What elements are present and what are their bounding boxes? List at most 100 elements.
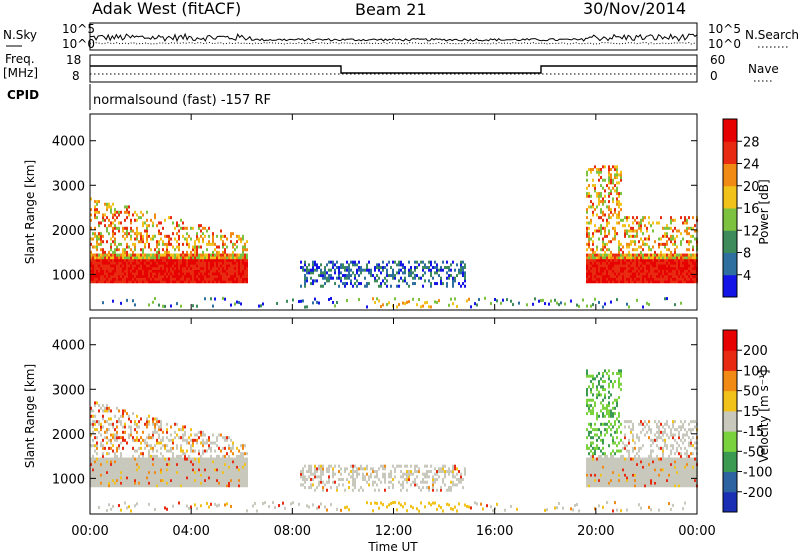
echo-cell [628, 245, 630, 249]
echo-cell [102, 264, 104, 268]
echo-cell [94, 269, 96, 273]
echo-cell [694, 229, 696, 233]
echo-cell [656, 280, 658, 284]
echo-cell [688, 261, 690, 265]
echo-cell [106, 266, 108, 270]
echo-cell [604, 473, 606, 477]
echo-cell [110, 237, 112, 241]
echo-cell [628, 258, 630, 262]
echo-cell [638, 277, 640, 281]
echo-cell [670, 216, 672, 220]
echo-cell [626, 277, 628, 281]
echo-cell [152, 420, 154, 424]
echo-cell [198, 256, 200, 260]
echo-cell [186, 460, 188, 464]
echo-cell [236, 258, 238, 262]
echo-cell [108, 481, 110, 485]
echo-cell [676, 253, 678, 257]
echo-cell [604, 232, 606, 236]
echo-cell [622, 462, 624, 466]
echo-cell [650, 253, 652, 257]
echo-cell [246, 476, 248, 480]
echo-cell [162, 242, 164, 246]
echo-cell [184, 460, 186, 464]
echo-cell [106, 460, 108, 464]
echo-cell [234, 256, 236, 260]
echo-cell [636, 269, 638, 273]
echo-cell [614, 484, 616, 488]
echo-cell [174, 457, 176, 461]
echo-cell [642, 274, 644, 278]
echo-cell [158, 242, 160, 246]
echo-cell [160, 468, 162, 472]
echo-cell [166, 264, 168, 268]
echo-cell [624, 468, 626, 472]
echo-cell [606, 478, 608, 482]
echo-cell [110, 481, 112, 485]
echo-cell [608, 385, 610, 389]
echo-cell [104, 465, 106, 469]
echo-cell [590, 374, 592, 378]
echo-cell [102, 250, 104, 254]
echo-cell [156, 441, 158, 445]
echo-cell [510, 504, 512, 508]
echo-cell [98, 237, 100, 241]
echo-cell [614, 256, 616, 260]
echo-cell [414, 480, 416, 484]
echo-cell [104, 406, 106, 410]
echo-cell [412, 276, 414, 280]
echo-cell [198, 457, 200, 461]
echo-cell [598, 272, 600, 276]
echo-cell [186, 462, 188, 466]
echo-cell [608, 414, 610, 418]
echo-cell [136, 264, 138, 268]
echo-cell [136, 425, 138, 429]
echo-cell [90, 476, 92, 480]
echo-cell [222, 261, 224, 265]
echo-cell [350, 282, 352, 286]
echo-cell [124, 210, 126, 214]
echo-cell [690, 253, 692, 257]
echo-cell [430, 268, 432, 272]
echo-cell [416, 274, 418, 278]
echo-cell [168, 274, 170, 278]
echo-cell [640, 221, 642, 225]
cpid-label: CPID [7, 88, 39, 102]
echo-cell [186, 264, 188, 268]
echo-cell [438, 299, 440, 303]
echo-cell [194, 470, 196, 474]
echo-cell [646, 269, 648, 273]
echo-cell [640, 245, 642, 249]
echo-cell [336, 488, 338, 492]
echo-cell [128, 433, 130, 437]
echo-cell [586, 178, 588, 182]
echo-cell [638, 256, 640, 260]
echo-cell [216, 258, 218, 262]
echo-cell [606, 280, 608, 284]
echo-cell [140, 234, 142, 238]
echo-cell [120, 242, 122, 246]
echo-cell [460, 475, 462, 479]
echo-cell [170, 237, 172, 241]
echo-cell [136, 478, 138, 482]
echo-cell [344, 284, 346, 288]
echo-cell [184, 425, 186, 429]
echo-cell [338, 284, 340, 288]
echo-cell [658, 280, 660, 284]
echo-cell [150, 473, 152, 477]
echo-cell [110, 277, 112, 281]
echo-cell [682, 221, 684, 225]
echo-cell [186, 232, 188, 236]
echo-cell [196, 441, 198, 445]
echo-cell [628, 280, 630, 284]
echo-cell [380, 464, 382, 468]
echo-cell [188, 473, 190, 477]
echo-cell [326, 276, 328, 280]
echo-cell [110, 433, 112, 437]
echo-cell [448, 472, 450, 476]
echo-cell [146, 478, 148, 482]
echo-cell [354, 282, 356, 286]
echo-cell [98, 261, 100, 265]
echo-cell [130, 280, 132, 284]
echo-cell [624, 224, 626, 228]
